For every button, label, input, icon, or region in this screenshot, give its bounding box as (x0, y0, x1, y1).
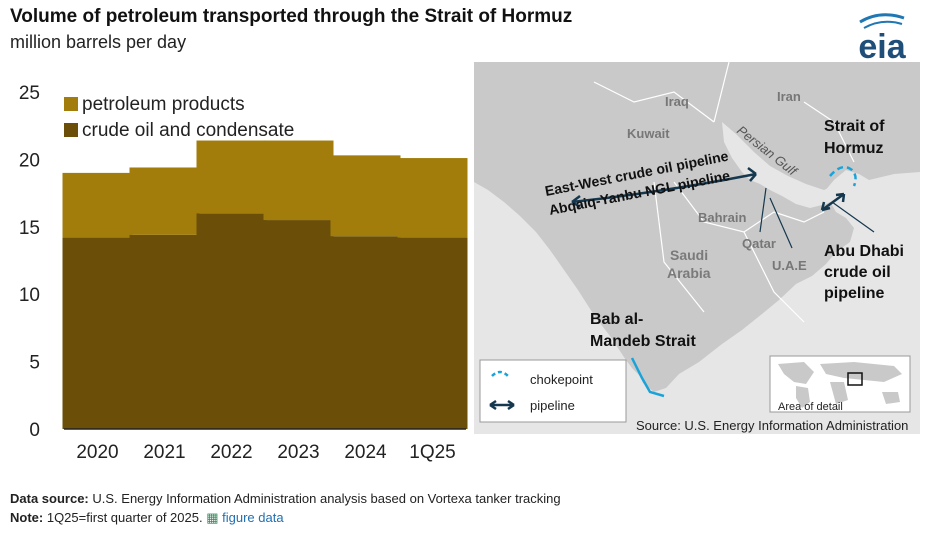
chart-subtitle: million barrels per day (10, 32, 187, 52)
map-source: Source: U.S. Energy Information Administ… (636, 418, 908, 433)
map-legend: chokepoint pipeline (479, 359, 627, 423)
y-tick-label: 20 (19, 150, 40, 171)
strait-of-hormuz-map: Iraq Iran Kuwait Bahrain Qatar U.A.E Sau… (474, 62, 920, 434)
label-hormuz-2: Hormuz (824, 140, 884, 157)
y-tick-label: 25 (19, 83, 40, 104)
x-tick-label: 2024 (344, 442, 387, 463)
hormuz-chokepoint (829, 165, 857, 187)
map-pointer-lines (759, 187, 875, 249)
bar-petroleum-products-2023 (263, 140, 334, 221)
bar-petroleum-products-2022 (196, 140, 267, 214)
label-abu-dhabi-3: pipeline (824, 285, 885, 302)
figure-data-link[interactable]: figure data (222, 510, 284, 525)
logo-text: eia (858, 28, 906, 66)
legend-pipeline-label: pipeline (530, 398, 575, 413)
bar-chart: 0 5 10 15 20 25 2020 2021 2022 2023 2024 1Q25 petr… (19, 83, 468, 463)
y-tick-label: 15 (19, 218, 40, 239)
label-abu-dhabi-2: crude oil (824, 264, 891, 281)
y-tick-label: 5 (29, 353, 40, 374)
inset-continents (778, 362, 902, 408)
bar-petroleum-products-1Q25 (397, 158, 468, 238)
label-saudi-1: Saudi (670, 247, 708, 263)
bar-series (62, 140, 468, 429)
eastwest-arrow-west (571, 195, 581, 209)
chart-legend: petroleum products crude oil and condensa… (64, 94, 294, 141)
label-bahrain: Bahrain (698, 210, 746, 225)
eia-logo: eia (858, 13, 907, 66)
x-tick-label: 2020 (76, 442, 118, 463)
note-text: 1Q25=first quarter of 2025. (46, 510, 203, 525)
legend-label: petroleum products (82, 94, 245, 115)
x-tick-label: 2023 (277, 442, 319, 463)
persian-gulf-water (722, 122, 858, 208)
eastwest-arrow-east (747, 167, 757, 182)
map-land (474, 62, 920, 392)
inset-label: Area of detail (778, 401, 843, 413)
bab-el-mandeb-chokepoint (630, 357, 665, 398)
red-sea-water (474, 182, 644, 386)
footnote: Note: 1Q25=first quarter of 2025. ▦ figu… (10, 510, 284, 526)
label-qatar: Qatar (742, 236, 776, 251)
legend-chokepoint-icon (491, 370, 509, 377)
label-iran: Iran (777, 89, 801, 104)
bar-crude-oil-2024 (330, 236, 401, 429)
x-axis: 2020 2021 2022 2023 2024 1Q25 (64, 428, 466, 463)
label-bab-2: Mandeb Strait (590, 333, 696, 350)
x-tick-label: 2021 (143, 442, 185, 463)
legend-swatch (64, 97, 78, 111)
abu-dhabi-arrows (820, 192, 846, 212)
label-abu-dhabi-1: Abu Dhabi (824, 243, 904, 260)
bar-petroleum-products-2020 (62, 172, 133, 238)
note-label: Note: (10, 510, 44, 525)
legend-swatch (64, 123, 78, 137)
y-axis: 0 5 10 15 20 25 (19, 83, 40, 441)
bar-crude-oil-1Q25 (397, 237, 468, 429)
inset-area-box (847, 372, 863, 386)
legend-chokepoint-label: chokepoint (530, 372, 593, 387)
y-tick-label: 0 (29, 420, 40, 441)
figure-data-icon[interactable]: ▦ (206, 510, 219, 525)
data-source-label: Data source: (10, 491, 89, 506)
label-bab-1: Bab al- (590, 311, 643, 328)
eastwest-pipeline (571, 172, 757, 204)
x-tick-label: 1Q25 (409, 442, 455, 463)
label-saudi-2: Arabia (667, 265, 711, 281)
data-source-note: Data source: U.S. Energy Information Adm… (10, 491, 561, 506)
y-tick-label: 10 (19, 285, 40, 306)
inset-world-map: Area of detail (769, 355, 911, 413)
bar-crude-oil-2023 (263, 220, 334, 429)
label-kuwait: Kuwait (627, 126, 670, 141)
bar-crude-oil-2020 (62, 237, 133, 429)
bar-petroleum-products-2024 (330, 155, 401, 237)
chart-title: Volume of petroleum transported through … (10, 6, 573, 27)
bar-crude-oil-2021 (129, 234, 200, 429)
bar-crude-oil-2022 (196, 213, 267, 429)
legend-label: crude oil and condensate (82, 120, 294, 141)
x-tick-label: 2022 (210, 442, 252, 463)
country-borders (593, 62, 855, 323)
legend-pipeline-icon (489, 399, 515, 411)
bar-petroleum-products-2021 (129, 167, 200, 235)
label-uae: U.A.E (772, 258, 807, 273)
label-hormuz-1: Strait of (824, 118, 885, 135)
label-iraq: Iraq (665, 94, 689, 109)
data-source-text: U.S. Energy Information Administration a… (92, 491, 561, 506)
